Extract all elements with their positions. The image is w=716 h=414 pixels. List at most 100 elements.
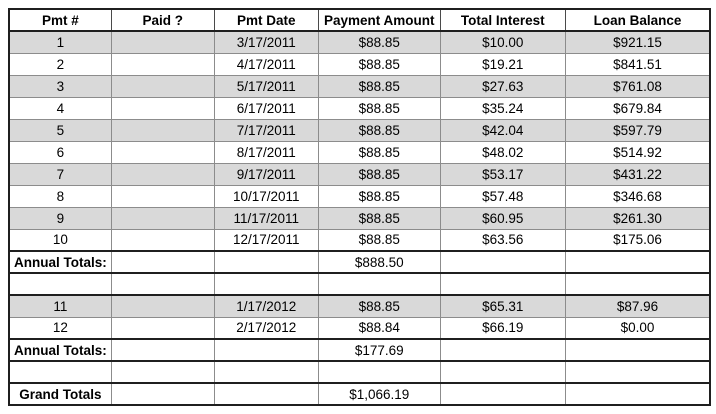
cell-loan-balance[interactable]: [564, 250, 711, 274]
cell-pmt-date[interactable]: 2/17/2012: [213, 316, 319, 340]
empty-cell[interactable]: [110, 360, 215, 384]
cell-total-interest[interactable]: $27.63: [439, 74, 566, 98]
cell-loan-balance[interactable]: $761.08: [564, 74, 711, 98]
cell-payment-amount[interactable]: $88.85: [317, 162, 441, 186]
cell-payment-amount[interactable]: $88.84: [317, 316, 441, 340]
cell-loan-balance[interactable]: $346.68: [564, 184, 711, 208]
cell-pmt-date[interactable]: [213, 382, 319, 406]
total-label-cell[interactable]: Annual Totals:: [8, 250, 112, 274]
cell-total-interest[interactable]: $53.17: [439, 162, 566, 186]
cell-paid-checkbox[interactable]: [110, 30, 215, 54]
cell-pmt-date[interactable]: 6/17/2011: [213, 96, 319, 120]
cell-payment-amount[interactable]: $88.85: [317, 74, 441, 98]
empty-cell[interactable]: [439, 360, 566, 384]
cell-pmt-number[interactable]: 12: [8, 316, 112, 340]
cell-pmt-number[interactable]: 10: [8, 228, 112, 252]
cell-total-interest[interactable]: [439, 250, 566, 274]
cell-total-interest[interactable]: $48.02: [439, 140, 566, 164]
cell-payment-amount[interactable]: $88.85: [317, 206, 441, 230]
empty-cell[interactable]: [213, 272, 319, 296]
cell-paid-checkbox[interactable]: [110, 184, 215, 208]
cell-pmt-number[interactable]: 5: [8, 118, 112, 142]
empty-cell[interactable]: [317, 272, 441, 296]
cell-total-interest[interactable]: $65.31: [439, 294, 566, 318]
cell-payment-amount[interactable]: $88.85: [317, 140, 441, 164]
empty-cell[interactable]: [564, 272, 711, 296]
cell-total-interest[interactable]: $19.21: [439, 52, 566, 76]
cell-payment-amount[interactable]: $88.85: [317, 294, 441, 318]
cell-pmt-number[interactable]: 2: [8, 52, 112, 76]
cell-paid-checkbox[interactable]: [110, 140, 215, 164]
cell-pmt-date[interactable]: [213, 338, 319, 362]
cell-payment-amount[interactable]: $88.85: [317, 96, 441, 120]
cell-total-interest[interactable]: $57.48: [439, 184, 566, 208]
total-label-cell[interactable]: Grand Totals: [8, 382, 112, 406]
cell-loan-balance[interactable]: $0.00: [564, 316, 711, 340]
cell-paid-checkbox[interactable]: [110, 52, 215, 76]
cell-total-interest[interactable]: $42.04: [439, 118, 566, 142]
cell-paid-checkbox[interactable]: [110, 228, 215, 252]
cell-payment-amount[interactable]: $88.85: [317, 52, 441, 76]
empty-cell[interactable]: [8, 360, 112, 384]
cell-pmt-number[interactable]: 4: [8, 96, 112, 120]
cell-pmt-date[interactable]: 9/17/2011: [213, 162, 319, 186]
cell-paid-checkbox[interactable]: [110, 250, 215, 274]
empty-cell[interactable]: [110, 272, 215, 296]
cell-pmt-number[interactable]: 8: [8, 184, 112, 208]
cell-total-interest[interactable]: [439, 382, 566, 406]
cell-pmt-date[interactable]: 1/17/2012: [213, 294, 319, 318]
cell-total-interest[interactable]: [439, 338, 566, 362]
cell-paid-checkbox[interactable]: [110, 338, 215, 362]
cell-loan-balance[interactable]: $431.22: [564, 162, 711, 186]
cell-payment-amount[interactable]: $888.50: [317, 250, 441, 274]
cell-pmt-date[interactable]: 8/17/2011: [213, 140, 319, 164]
cell-loan-balance[interactable]: $87.96: [564, 294, 711, 318]
cell-pmt-date[interactable]: 4/17/2011: [213, 52, 319, 76]
cell-payment-amount[interactable]: $1,066.19: [317, 382, 441, 406]
cell-paid-checkbox[interactable]: [110, 118, 215, 142]
cell-payment-amount[interactable]: $177.69: [317, 338, 441, 362]
cell-loan-balance[interactable]: [564, 338, 711, 362]
cell-pmt-date[interactable]: 10/17/2011: [213, 184, 319, 208]
empty-cell[interactable]: [564, 360, 711, 384]
cell-pmt-date[interactable]: 5/17/2011: [213, 74, 319, 98]
cell-pmt-number[interactable]: 11: [8, 294, 112, 318]
cell-paid-checkbox[interactable]: [110, 74, 215, 98]
cell-pmt-date[interactable]: 12/17/2011: [213, 228, 319, 252]
cell-pmt-number[interactable]: 1: [8, 30, 112, 54]
cell-total-interest[interactable]: $66.19: [439, 316, 566, 340]
cell-payment-amount[interactable]: $88.85: [317, 30, 441, 54]
cell-total-interest[interactable]: $60.95: [439, 206, 566, 230]
cell-loan-balance[interactable]: $514.92: [564, 140, 711, 164]
cell-pmt-date[interactable]: [213, 250, 319, 274]
cell-payment-amount[interactable]: $88.85: [317, 118, 441, 142]
cell-loan-balance[interactable]: $841.51: [564, 52, 711, 76]
cell-pmt-number[interactable]: 6: [8, 140, 112, 164]
cell-loan-balance[interactable]: $679.84: [564, 96, 711, 120]
cell-loan-balance[interactable]: $175.06: [564, 228, 711, 252]
cell-paid-checkbox[interactable]: [110, 294, 215, 318]
cell-pmt-date[interactable]: 11/17/2011: [213, 206, 319, 230]
cell-pmt-number[interactable]: 7: [8, 162, 112, 186]
empty-cell[interactable]: [317, 360, 441, 384]
total-label-cell[interactable]: Annual Totals:: [8, 338, 112, 362]
cell-paid-checkbox[interactable]: [110, 316, 215, 340]
cell-loan-balance[interactable]: $597.79: [564, 118, 711, 142]
cell-total-interest[interactable]: $35.24: [439, 96, 566, 120]
cell-total-interest[interactable]: $63.56: [439, 228, 566, 252]
cell-pmt-number[interactable]: 9: [8, 206, 112, 230]
cell-payment-amount[interactable]: $88.85: [317, 184, 441, 208]
cell-loan-balance[interactable]: [564, 382, 711, 406]
cell-payment-amount[interactable]: $88.85: [317, 228, 441, 252]
cell-pmt-date[interactable]: 3/17/2011: [213, 30, 319, 54]
cell-pmt-number[interactable]: 3: [8, 74, 112, 98]
cell-loan-balance[interactable]: $921.15: [564, 30, 711, 54]
cell-total-interest[interactable]: $10.00: [439, 30, 566, 54]
cell-paid-checkbox[interactable]: [110, 206, 215, 230]
cell-loan-balance[interactable]: $261.30: [564, 206, 711, 230]
cell-paid-checkbox[interactable]: [110, 96, 215, 120]
cell-paid-checkbox[interactable]: [110, 162, 215, 186]
empty-cell[interactable]: [8, 272, 112, 296]
cell-pmt-date[interactable]: 7/17/2011: [213, 118, 319, 142]
cell-paid-checkbox[interactable]: [110, 382, 215, 406]
